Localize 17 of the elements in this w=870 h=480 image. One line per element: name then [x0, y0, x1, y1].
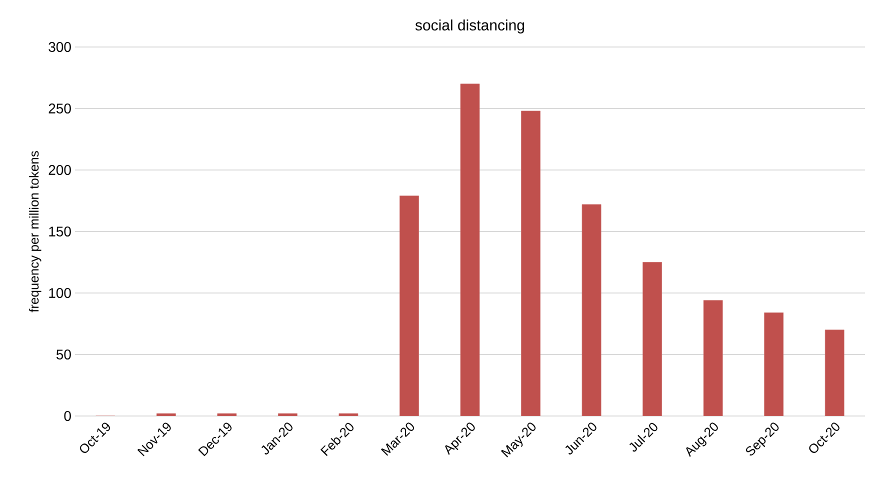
y-tick-label: 0: [64, 411, 71, 421]
bar: [400, 196, 419, 416]
y-axis-title: frequency per million tokens: [29, 151, 42, 312]
chart-title: social distancing: [415, 19, 524, 34]
y-tick-label: 50: [56, 350, 71, 360]
y-tick-label: 250: [48, 104, 71, 114]
bar: [703, 300, 723, 416]
y-tick-label: 300: [48, 42, 71, 52]
y-tick-label: 150: [49, 226, 71, 236]
bar: [460, 84, 480, 416]
y-tick-label: 100: [49, 288, 71, 298]
y-tick-label: 200: [48, 165, 71, 175]
bar: [824, 330, 844, 416]
bar: [642, 262, 662, 416]
bar: [521, 110, 540, 416]
bar: [582, 204, 602, 416]
bar: [764, 312, 784, 416]
